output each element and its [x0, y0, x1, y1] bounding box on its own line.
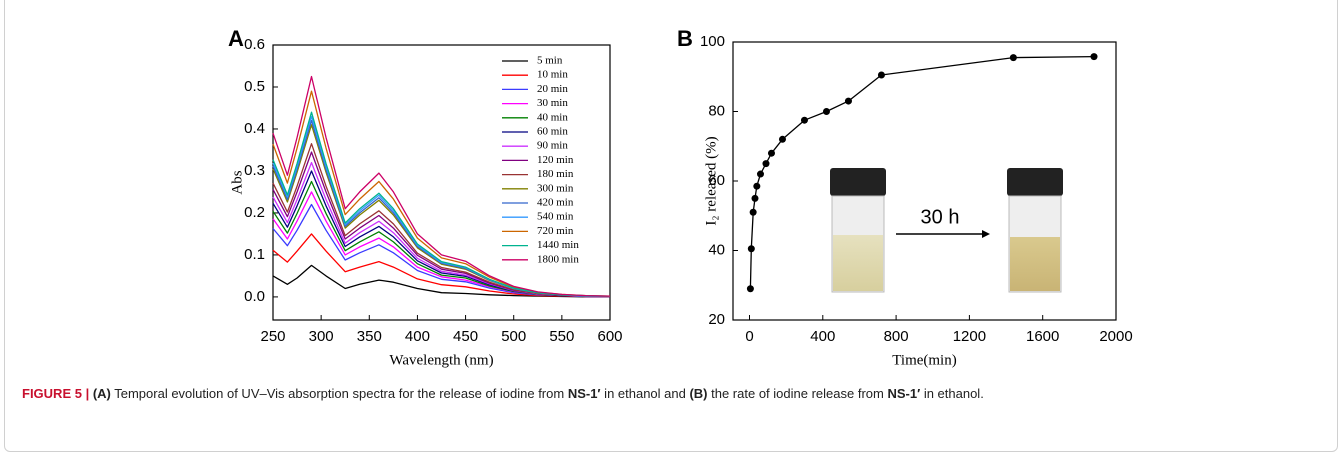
data-point	[877, 71, 885, 79]
caption: FIGURE 5 | (A) Temporal evolution of UV–…	[22, 383, 1322, 405]
series-line	[272, 111, 611, 297]
data-point	[762, 160, 770, 168]
legend-label: 1800 min	[537, 253, 579, 265]
y-axis-label: Abs	[229, 170, 245, 194]
charts: 250 300 350 400 450 500 550 6000.00.10.20.30.40…	[228, 26, 1133, 369]
legend-label: 1440 min	[537, 239, 579, 251]
legend-label: 40 min	[537, 111, 568, 123]
series-line	[272, 75, 611, 297]
legend-label: 540 min	[537, 211, 574, 223]
x-tick-label: 1600	[1026, 328, 1059, 345]
caption-text: NS-1′	[567, 386, 601, 401]
y-tick-label: 60	[708, 172, 725, 189]
x-tick-label: 400	[810, 328, 835, 345]
data-point	[778, 135, 786, 143]
legend-label: 120 min	[537, 154, 574, 166]
legend-label: 5 min	[537, 55, 563, 67]
y-tick-label: 0.5	[244, 78, 265, 95]
data-point	[747, 245, 755, 253]
legend-label: 720 min	[537, 225, 574, 237]
arrow	[896, 230, 990, 238]
data-point	[746, 285, 754, 293]
legend-label: 90 min	[537, 140, 568, 152]
x-tick-label: 450	[453, 328, 478, 345]
x-tick-label: 300	[309, 328, 334, 345]
data-point	[751, 194, 759, 202]
data-point	[822, 108, 830, 115]
caption-text: in ethanol and	[600, 386, 690, 401]
x-tick-label: 0	[745, 328, 753, 345]
annotation: 30 h	[921, 206, 960, 228]
vial	[1007, 168, 1063, 293]
data-point	[756, 170, 764, 178]
legend-label: 60 min	[537, 126, 568, 138]
caption-text: (A)	[89, 386, 111, 401]
legend-label: 30 min	[537, 97, 568, 109]
x-axis-label: Time(min)	[892, 352, 956, 368]
data-point	[753, 182, 761, 190]
caption-text: (B)	[689, 386, 708, 401]
y-tick-label: 0.6	[244, 36, 265, 53]
y-tick-label: 40	[708, 241, 725, 258]
y-tick-label: 0.1	[244, 246, 265, 263]
x-tick-label: 400	[405, 328, 430, 345]
x-tick-label: 250	[260, 328, 285, 345]
y-tick-label: 0.0	[244, 288, 265, 305]
legend-label: 420 min	[537, 197, 574, 209]
x-tick-label: 500	[501, 328, 526, 345]
y-tick-label: 100	[700, 33, 725, 50]
series-line	[272, 233, 610, 298]
x-axis-label: Wavelength (nm)	[389, 352, 493, 368]
caption-text: NS-1′	[887, 386, 921, 401]
legend-label: 180 min	[537, 168, 574, 180]
data-point	[1009, 54, 1017, 62]
y-tick-label: 20	[708, 311, 725, 328]
caption-text: in ethanol.	[920, 386, 984, 401]
caption-text: Temporal evolution of UV–Vis absorption …	[110, 386, 568, 401]
caption-text: the rate of iodine release from	[707, 386, 888, 401]
data-point	[1090, 53, 1098, 61]
y-axis-label: I₂ released (%)	[703, 136, 719, 225]
y-tick-label: 0.3	[244, 162, 265, 179]
plot-frame	[272, 44, 611, 321]
x-tick-label: 1200	[953, 328, 986, 345]
y-tick-label: 80	[708, 102, 725, 119]
x-tick-label: 550	[549, 328, 574, 345]
panel-label: A	[228, 26, 244, 51]
y-tick-label: 0.2	[244, 204, 265, 221]
legend-label: 10 min	[537, 69, 568, 81]
x-tick-label: 800	[884, 328, 909, 345]
legend-label: 20 min	[537, 83, 568, 95]
panel-label: B	[677, 26, 693, 51]
x-tick-label: 2000	[1099, 328, 1132, 345]
caption-text: FIGURE 5 |	[22, 386, 90, 401]
vial	[830, 168, 886, 293]
x-tick-label: 350	[357, 328, 382, 345]
data-point	[749, 208, 757, 216]
data-point	[844, 97, 852, 105]
data-point	[800, 116, 808, 124]
series-line	[272, 264, 610, 298]
figure-frame	[4, 0, 1338, 452]
y-tick-label: 0.4	[244, 120, 265, 137]
legend-label: 300 min	[537, 182, 574, 194]
data-point	[767, 149, 775, 157]
x-tick-label: 600	[597, 328, 622, 345]
